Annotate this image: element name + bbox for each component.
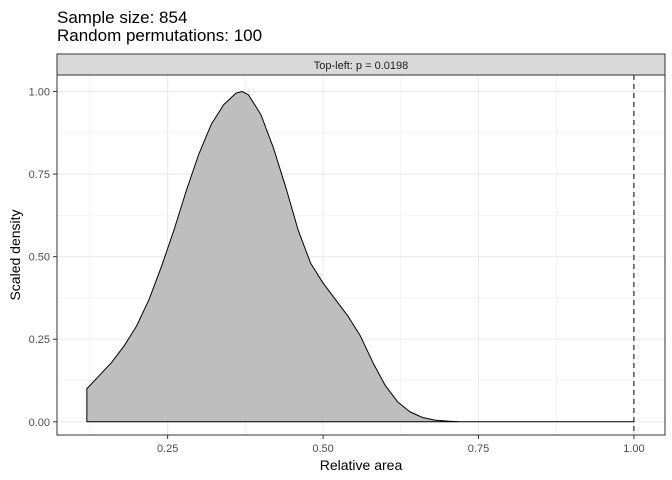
y-tick-label: 0.75: [29, 169, 50, 181]
data-layer: [86, 75, 635, 435]
density-area: [86, 91, 635, 423]
x-axis: 0.25 0.50 0.75 1.00: [157, 435, 645, 455]
y-axis-title: Scaled density: [7, 209, 23, 300]
y-tick-label: 1.00: [29, 87, 50, 99]
panel-border: [56, 74, 666, 436]
y-tick-label: 0.00: [29, 417, 50, 429]
y-axis: 0.00 0.25 0.50 0.75 1.00: [29, 87, 57, 429]
y-tick-label: 0.25: [29, 334, 50, 346]
x-axis-title: Relative area: [320, 457, 403, 473]
x-tick-label: 1.00: [623, 443, 644, 455]
y-tick-label: 0.50: [29, 252, 50, 264]
x-tick-label: 0.75: [468, 443, 489, 455]
x-tick-label: 0.25: [157, 443, 178, 455]
x-tick-label: 0.50: [312, 443, 333, 455]
chart-title: Sample size: 854: [57, 8, 187, 27]
chart-subtitle: Random permutations: 100: [57, 26, 262, 45]
facet-strip-label: Top-left: p = 0.0198: [314, 60, 408, 72]
